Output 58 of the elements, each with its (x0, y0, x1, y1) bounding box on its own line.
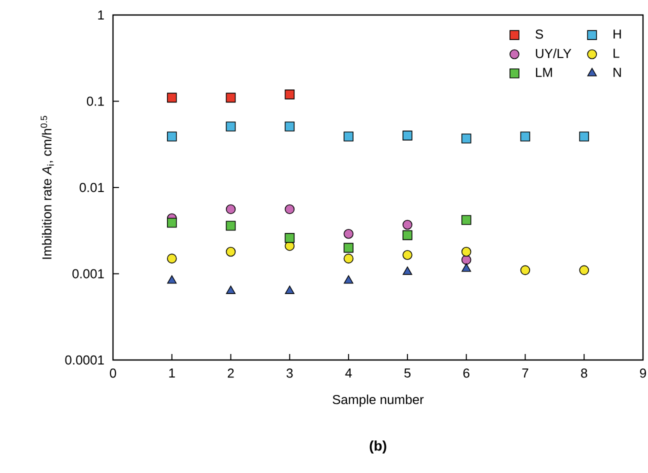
point (402, 220, 412, 230)
point (226, 204, 236, 214)
point (520, 265, 530, 276)
point (284, 90, 295, 100)
point (344, 275, 354, 284)
x-tick-label: 9 (640, 368, 646, 378)
legend-label: S (536, 30, 544, 39)
x-axis-title: Sample number (332, 394, 424, 407)
point (167, 275, 177, 284)
y-tick-label: 1 (98, 10, 104, 20)
point (226, 122, 236, 132)
x-tick-label: 5 (404, 368, 411, 378)
y-tick-label: 0.1 (86, 96, 104, 106)
point (579, 132, 590, 142)
point (402, 230, 412, 240)
x-tick-label: 0 (110, 368, 116, 378)
point (402, 130, 412, 140)
legend-label: UY/LY (536, 48, 572, 58)
point (461, 134, 472, 144)
y-axis-title: Imbibition rate A$_{i}$, cm/h$^{0.5}$ (40, 116, 54, 259)
text: (b) (370, 440, 386, 454)
legend-label: L (614, 48, 620, 58)
point (166, 92, 177, 103)
y-tick-label: 0.01 (80, 182, 104, 192)
point (402, 250, 412, 260)
point (284, 233, 295, 243)
point (461, 246, 472, 257)
point (344, 242, 354, 253)
point (166, 132, 177, 142)
x-tick-label: 7 (522, 368, 528, 378)
point (226, 246, 236, 257)
point (520, 132, 530, 142)
point (166, 218, 177, 228)
point (462, 263, 472, 272)
x-tick-label: 4 (345, 368, 352, 378)
x-tick-label: 8 (581, 368, 588, 378)
point (166, 254, 177, 264)
y-tick-label: 0.0001 (65, 355, 104, 365)
x-tick-label: 3 (286, 368, 293, 378)
point (344, 254, 354, 264)
point (402, 266, 412, 275)
y-tick-label: 0.001 (72, 269, 104, 278)
x-tick-label: 6 (463, 368, 470, 378)
point (344, 228, 354, 239)
point (344, 132, 354, 142)
point (284, 286, 294, 294)
point (226, 92, 236, 103)
legend-label: LM (536, 68, 552, 77)
legend-label: N (614, 68, 621, 77)
point (284, 122, 295, 132)
point (226, 220, 236, 231)
x-tick-label: 1 (169, 368, 175, 378)
point (284, 204, 295, 214)
point (226, 286, 236, 294)
point (579, 265, 590, 276)
legend-label: H (614, 30, 621, 39)
point (461, 215, 472, 225)
x-tick-label: 2 (228, 368, 234, 378)
